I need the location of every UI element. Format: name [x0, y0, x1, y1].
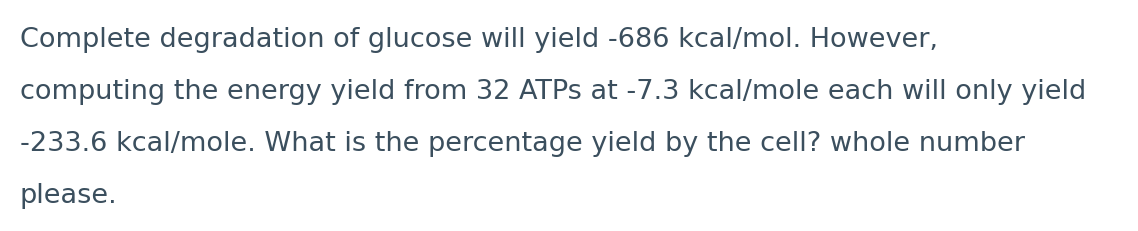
Text: -233.6 kcal/mole. What is the percentage yield by the cell? whole number: -233.6 kcal/mole. What is the percentage… [20, 131, 1025, 156]
Text: please.: please. [20, 182, 117, 208]
Text: computing the energy yield from 32 ATPs at -7.3 kcal/mole each will only yield: computing the energy yield from 32 ATPs … [20, 79, 1087, 105]
Text: Complete degradation of glucose will yield -686 kcal/mol. However,: Complete degradation of glucose will yie… [20, 27, 938, 53]
